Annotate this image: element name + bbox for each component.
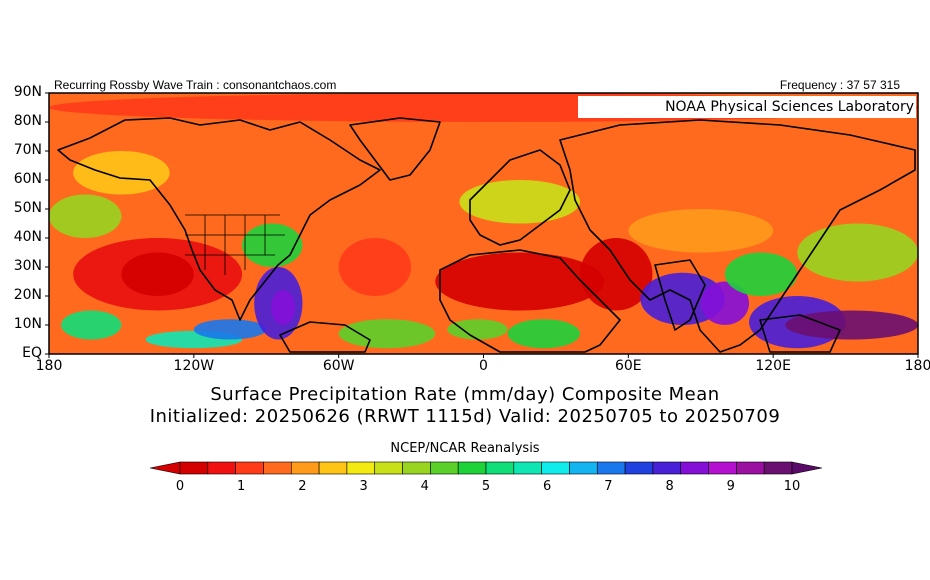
- colorbar-swatch: [179, 461, 209, 475]
- colorbar-swatch: [513, 461, 542, 475]
- header-left-text: Recurring Rossby Wave Train : consonantc…: [54, 78, 337, 92]
- colorbar-swatch: [263, 461, 292, 475]
- europe-outline: [469, 149, 571, 246]
- africa-outline: [439, 249, 621, 353]
- colorbar-swatch: [624, 461, 654, 475]
- south-america-outline: [279, 321, 371, 353]
- precip-region-15: [447, 319, 508, 340]
- colorbar-label: 9: [726, 479, 735, 494]
- lon-label: 180: [35, 358, 63, 374]
- colorbar-label: 1: [237, 479, 246, 494]
- colorbar-high-arrow: [791, 461, 823, 475]
- precip-region-22: [459, 180, 581, 224]
- precip-region-4: [61, 310, 122, 340]
- colorbar-swatch: [207, 461, 236, 475]
- precip-region-13: [580, 238, 653, 311]
- lat-label: 10N: [13, 316, 42, 332]
- lat-label: 60N: [13, 171, 42, 187]
- colorbar-label: 4: [420, 479, 429, 494]
- precip-region-17: [700, 281, 750, 325]
- colorbar-swatch: [652, 461, 682, 475]
- colorbar-swatch: [318, 461, 348, 475]
- source-label: NCEP/NCAR Reanalysis: [390, 441, 540, 456]
- lon-label: 180: [904, 358, 930, 374]
- lat-label: 80N: [13, 113, 42, 129]
- asia-outline: [559, 119, 916, 353]
- colorbar-swatch: [763, 461, 793, 475]
- precipitation-field: [49, 93, 918, 354]
- precip-region-3: [49, 194, 122, 238]
- colorbar-swatch: [290, 461, 320, 475]
- colorbar-label: 8: [665, 479, 674, 494]
- lat-label: 90N: [13, 84, 42, 100]
- colorbar-label: 5: [481, 479, 491, 494]
- north-america-outline: [57, 117, 381, 321]
- colorbar-low-arrow: [149, 461, 181, 475]
- lat-label: 50N: [13, 200, 42, 216]
- precip-region-12: [435, 252, 605, 311]
- greenland-outline: [349, 117, 441, 181]
- lon-label: 120E: [755, 358, 791, 374]
- colorbar-swatch: [708, 461, 737, 475]
- colorbar-swatch: [680, 461, 709, 475]
- lat-label: 30N: [13, 258, 42, 274]
- precip-region-23: [628, 209, 774, 253]
- colorbar: [149, 461, 823, 475]
- precip-region-2: [121, 252, 194, 296]
- colorbar-label: 2: [298, 479, 307, 494]
- colorbar-swatch: [346, 461, 376, 475]
- lon-label: 0: [479, 358, 488, 374]
- lat-label: 70N: [13, 142, 42, 158]
- colorbar-swatch: [457, 461, 487, 475]
- lon-label: 60E: [614, 358, 642, 374]
- colorbar-label: 3: [359, 479, 368, 494]
- colorbar-swatch: [736, 461, 765, 475]
- colorbar-swatch: [430, 461, 459, 475]
- colorbar-swatch: [541, 461, 570, 475]
- lon-label: 120W: [173, 358, 215, 374]
- title-line-2: Initialized: 20250626 (RRWT 1115d) Valid…: [149, 406, 781, 427]
- precip-region-21: [797, 223, 918, 282]
- precip-region-8: [271, 290, 296, 325]
- precip-region-10: [338, 238, 412, 296]
- us-states-grid: [185, 214, 285, 275]
- lat-label: 40N: [13, 229, 42, 245]
- colorbar-swatch: [374, 461, 403, 475]
- colorbar-label: 10: [783, 479, 801, 494]
- colorbar-swatch: [235, 461, 264, 475]
- colorbar-label: 6: [543, 479, 552, 494]
- precip-region-20: [724, 252, 798, 296]
- india-outline: [654, 259, 706, 331]
- maritime-asia-outline: [759, 314, 841, 353]
- precip-region-6: [193, 319, 267, 340]
- precip-region-11: [338, 319, 436, 349]
- precip-region-14: [507, 319, 581, 349]
- precip-region-9: [242, 223, 303, 267]
- colorbar-swatch: [596, 461, 626, 475]
- colorbar-swatch: [485, 461, 515, 475]
- colorbar-swatch: [569, 461, 598, 475]
- title-line-1: Surface Precipitation Rate (mm/day) Comp…: [210, 384, 720, 405]
- lat-label: 20N: [13, 287, 42, 303]
- coastlines: [57, 117, 916, 353]
- colorbar-label: 7: [604, 479, 613, 494]
- header-right-text: Frequency : 37 57 315: [779, 78, 900, 92]
- colorbar-label: 0: [175, 479, 185, 494]
- colorbar-swatch: [402, 461, 431, 475]
- precip-region-19: [785, 310, 918, 340]
- precip-region-24: [73, 151, 170, 195]
- lab-label: NOAA Physical Sciences Laboratory: [578, 96, 916, 118]
- lat-label: EQ: [22, 345, 42, 361]
- lon-label: 60W: [322, 358, 355, 374]
